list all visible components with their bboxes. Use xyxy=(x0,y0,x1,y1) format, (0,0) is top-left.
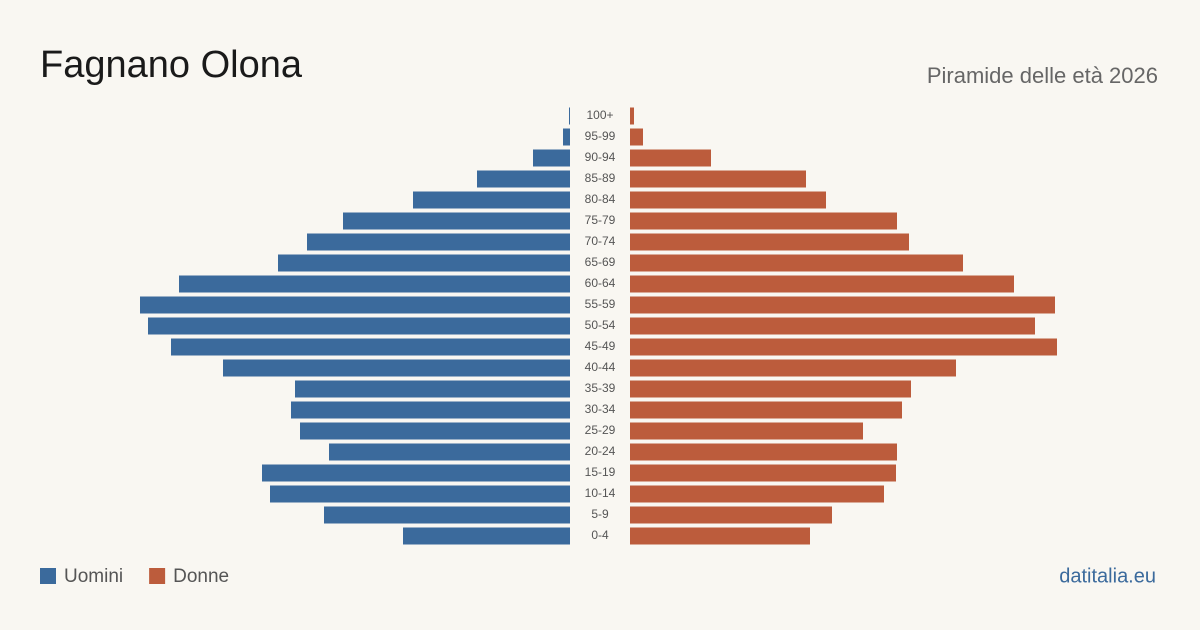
bar xyxy=(403,527,570,545)
bar xyxy=(179,275,570,293)
bar xyxy=(262,464,570,482)
age-label: 90-94 xyxy=(585,150,616,164)
bar xyxy=(343,212,570,230)
bar xyxy=(477,170,570,188)
bar xyxy=(278,254,570,272)
bar xyxy=(307,233,570,251)
bar xyxy=(140,296,570,314)
age-label: 15-19 xyxy=(585,465,616,479)
bar xyxy=(630,422,863,440)
age-label: 45-49 xyxy=(585,339,616,353)
bar xyxy=(630,527,810,545)
chart-title: Fagnano Olona xyxy=(40,44,303,86)
bar xyxy=(324,506,570,524)
bar xyxy=(630,107,634,125)
bar xyxy=(630,338,1057,356)
age-label: 10-14 xyxy=(585,486,616,500)
age-label: 35-39 xyxy=(585,381,616,395)
age-label: 60-64 xyxy=(585,276,616,290)
bar xyxy=(295,380,570,398)
bar xyxy=(329,443,570,461)
age-label: 75-79 xyxy=(585,213,616,227)
bar xyxy=(630,485,884,503)
bar xyxy=(563,128,570,146)
age-label: 85-89 xyxy=(585,171,616,185)
bar xyxy=(630,317,1035,335)
age-label: 55-59 xyxy=(585,297,616,311)
bar xyxy=(569,107,570,125)
age-label: 25-29 xyxy=(585,423,616,437)
legend-label: Donne xyxy=(173,566,229,587)
bar xyxy=(630,464,896,482)
bar xyxy=(413,191,570,209)
bar xyxy=(630,233,909,251)
age-label: 20-24 xyxy=(585,444,616,458)
age-label: 5-9 xyxy=(591,507,609,521)
bar xyxy=(630,128,643,146)
bar xyxy=(630,191,826,209)
bar xyxy=(630,401,902,419)
legend-swatch xyxy=(40,568,56,584)
bar xyxy=(291,401,570,419)
bar xyxy=(630,506,832,524)
source: datitalia.eu xyxy=(1059,565,1156,587)
chart-subtitle: Piramide delle età 2026 xyxy=(927,63,1158,88)
legend-label: Uomini xyxy=(64,566,123,587)
age-label: 100+ xyxy=(586,108,613,122)
bar xyxy=(630,380,911,398)
bar xyxy=(630,170,806,188)
age-label: 65-69 xyxy=(585,255,616,269)
bar xyxy=(630,359,956,377)
legend-swatch xyxy=(149,568,166,584)
bar xyxy=(148,317,570,335)
bar xyxy=(171,338,570,356)
bar xyxy=(630,275,1014,293)
bar xyxy=(630,149,711,167)
bar xyxy=(533,149,570,167)
bar xyxy=(630,212,897,230)
bar xyxy=(630,443,897,461)
age-label: 30-34 xyxy=(585,402,616,416)
age-label: 40-44 xyxy=(585,360,616,374)
bar xyxy=(223,359,570,377)
age-label: 70-74 xyxy=(585,234,616,248)
age-label: 0-4 xyxy=(591,528,609,542)
bar xyxy=(630,296,1055,314)
age-label: 50-54 xyxy=(585,318,616,332)
bar xyxy=(300,422,570,440)
bar xyxy=(270,485,570,503)
bar xyxy=(630,254,963,272)
age-label: 80-84 xyxy=(585,192,616,206)
age-label: 95-99 xyxy=(585,129,616,143)
